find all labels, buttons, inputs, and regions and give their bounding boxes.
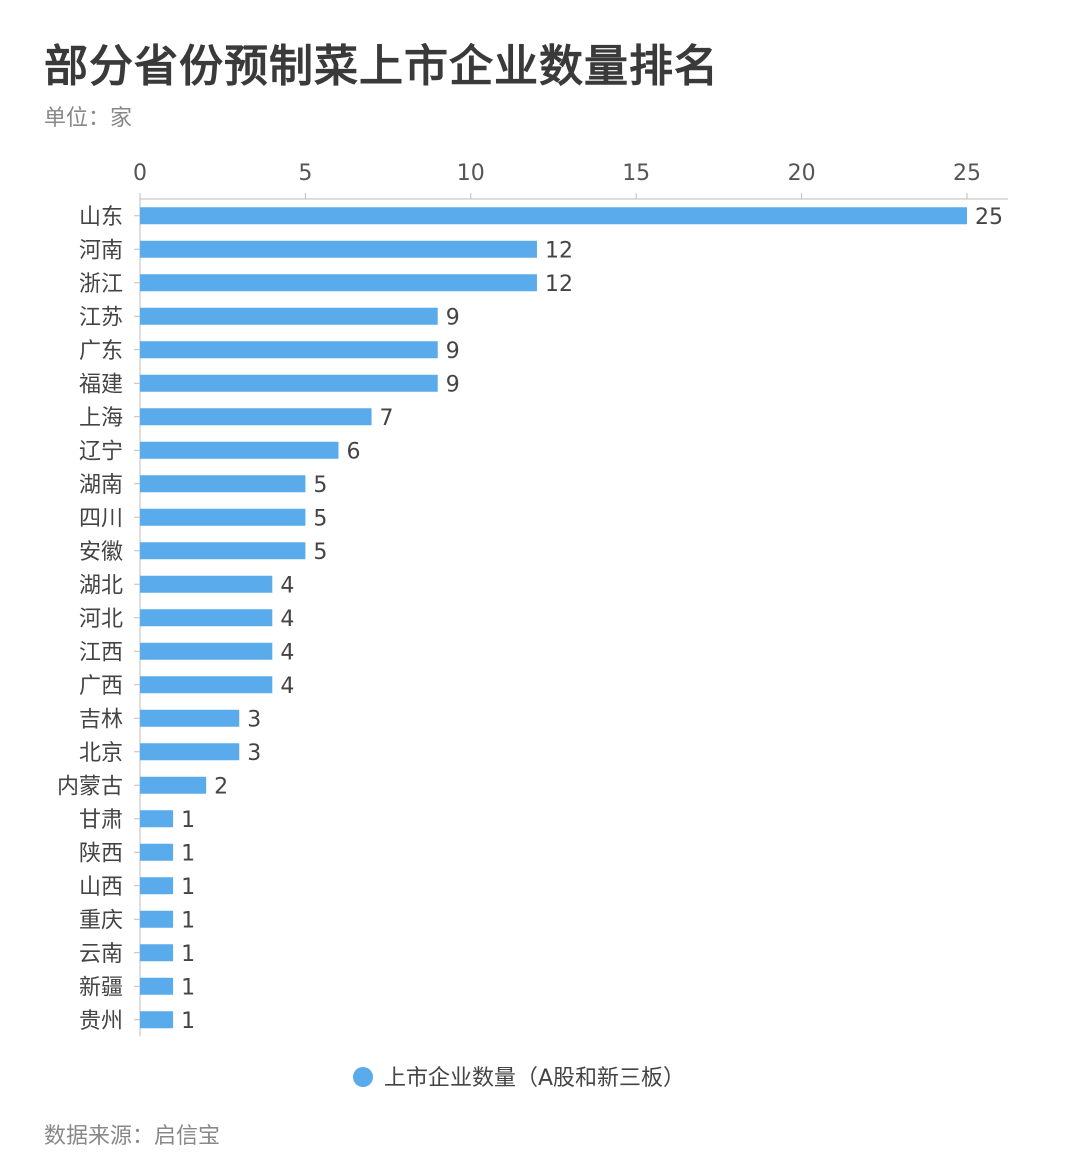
x-tick-label: 25 [953, 161, 981, 186]
value-label: 9 [446, 372, 460, 397]
category-label: 贵州 [79, 1009, 123, 1034]
value-label: 5 [313, 540, 327, 565]
value-label: 1 [181, 1009, 195, 1034]
bar [140, 910, 174, 928]
bar [140, 408, 372, 426]
bar [140, 977, 174, 995]
category-label: 陕西 [79, 841, 123, 866]
value-label: 3 [247, 707, 261, 732]
category-label: 新疆 [79, 975, 123, 1000]
bar [140, 441, 339, 459]
bar [140, 542, 306, 560]
bar [140, 843, 174, 861]
bar [140, 676, 273, 694]
bar [140, 374, 438, 392]
category-label: 河南 [79, 238, 123, 263]
x-tick-label: 20 [788, 161, 816, 186]
category-label: 湖北 [79, 573, 123, 598]
value-label: 3 [247, 741, 261, 766]
bar [140, 709, 240, 727]
bar [140, 776, 207, 794]
category-label: 山西 [79, 875, 123, 900]
bar [140, 877, 174, 895]
category-label: 辽宁 [79, 439, 123, 464]
bar [140, 475, 306, 493]
category-label: 吉林 [79, 707, 123, 732]
category-label: 福建 [79, 372, 123, 397]
category-label: 云南 [79, 942, 123, 967]
bar [140, 609, 273, 627]
value-label: 25 [975, 205, 1003, 230]
x-tick-label: 5 [298, 161, 312, 186]
value-label: 5 [313, 506, 327, 531]
value-label: 9 [446, 339, 460, 364]
category-label: 浙江 [79, 272, 123, 297]
value-label: 4 [280, 573, 294, 598]
value-label: 1 [181, 975, 195, 1000]
value-label: 6 [346, 439, 360, 464]
x-tick-label: 15 [622, 161, 650, 186]
bar [140, 508, 306, 526]
category-label: 山东 [79, 205, 123, 230]
value-label: 7 [380, 406, 394, 431]
value-label: 1 [181, 942, 195, 967]
category-label: 内蒙古 [57, 774, 123, 799]
value-label: 12 [545, 272, 573, 297]
bar [140, 810, 174, 828]
category-label: 广东 [79, 339, 123, 364]
value-label: 1 [181, 808, 195, 833]
category-label: 甘肃 [79, 808, 123, 833]
category-label: 北京 [79, 741, 123, 766]
bar [140, 274, 537, 292]
value-label: 4 [280, 674, 294, 699]
bar [140, 1011, 174, 1029]
bar [140, 307, 438, 325]
bar [140, 944, 174, 962]
value-label: 1 [181, 875, 195, 900]
category-label: 河北 [79, 607, 123, 632]
category-label: 湖南 [79, 473, 123, 498]
category-label: 安徽 [79, 540, 123, 565]
bar [140, 240, 537, 258]
legend-marker [353, 1067, 373, 1087]
category-label: 上海 [79, 406, 123, 431]
value-label: 1 [181, 841, 195, 866]
bar [140, 743, 240, 761]
value-label: 4 [280, 607, 294, 632]
category-label: 江苏 [79, 305, 123, 330]
legend-label: 上市企业数量（A股和新三板） [384, 1066, 685, 1091]
bar [140, 341, 438, 359]
value-label: 5 [313, 473, 327, 498]
category-label: 江西 [79, 640, 123, 665]
bar [140, 642, 273, 660]
source-note: 数据来源：启信宝 [44, 1124, 221, 1149]
bar [140, 575, 273, 593]
bar [140, 207, 967, 225]
chart-title: 部分省份预制菜上市企业数量排名 [44, 41, 719, 92]
value-label: 4 [280, 640, 294, 665]
value-label: 12 [545, 238, 573, 263]
x-tick-label: 0 [133, 161, 147, 186]
value-label: 2 [214, 774, 228, 799]
value-label: 1 [181, 908, 195, 933]
category-label: 四川 [79, 506, 123, 531]
x-tick-label: 10 [457, 161, 485, 186]
category-label: 广西 [79, 674, 123, 699]
unit-label: 单位：家 [44, 106, 133, 131]
value-label: 9 [446, 305, 460, 330]
category-label: 重庆 [79, 908, 123, 933]
